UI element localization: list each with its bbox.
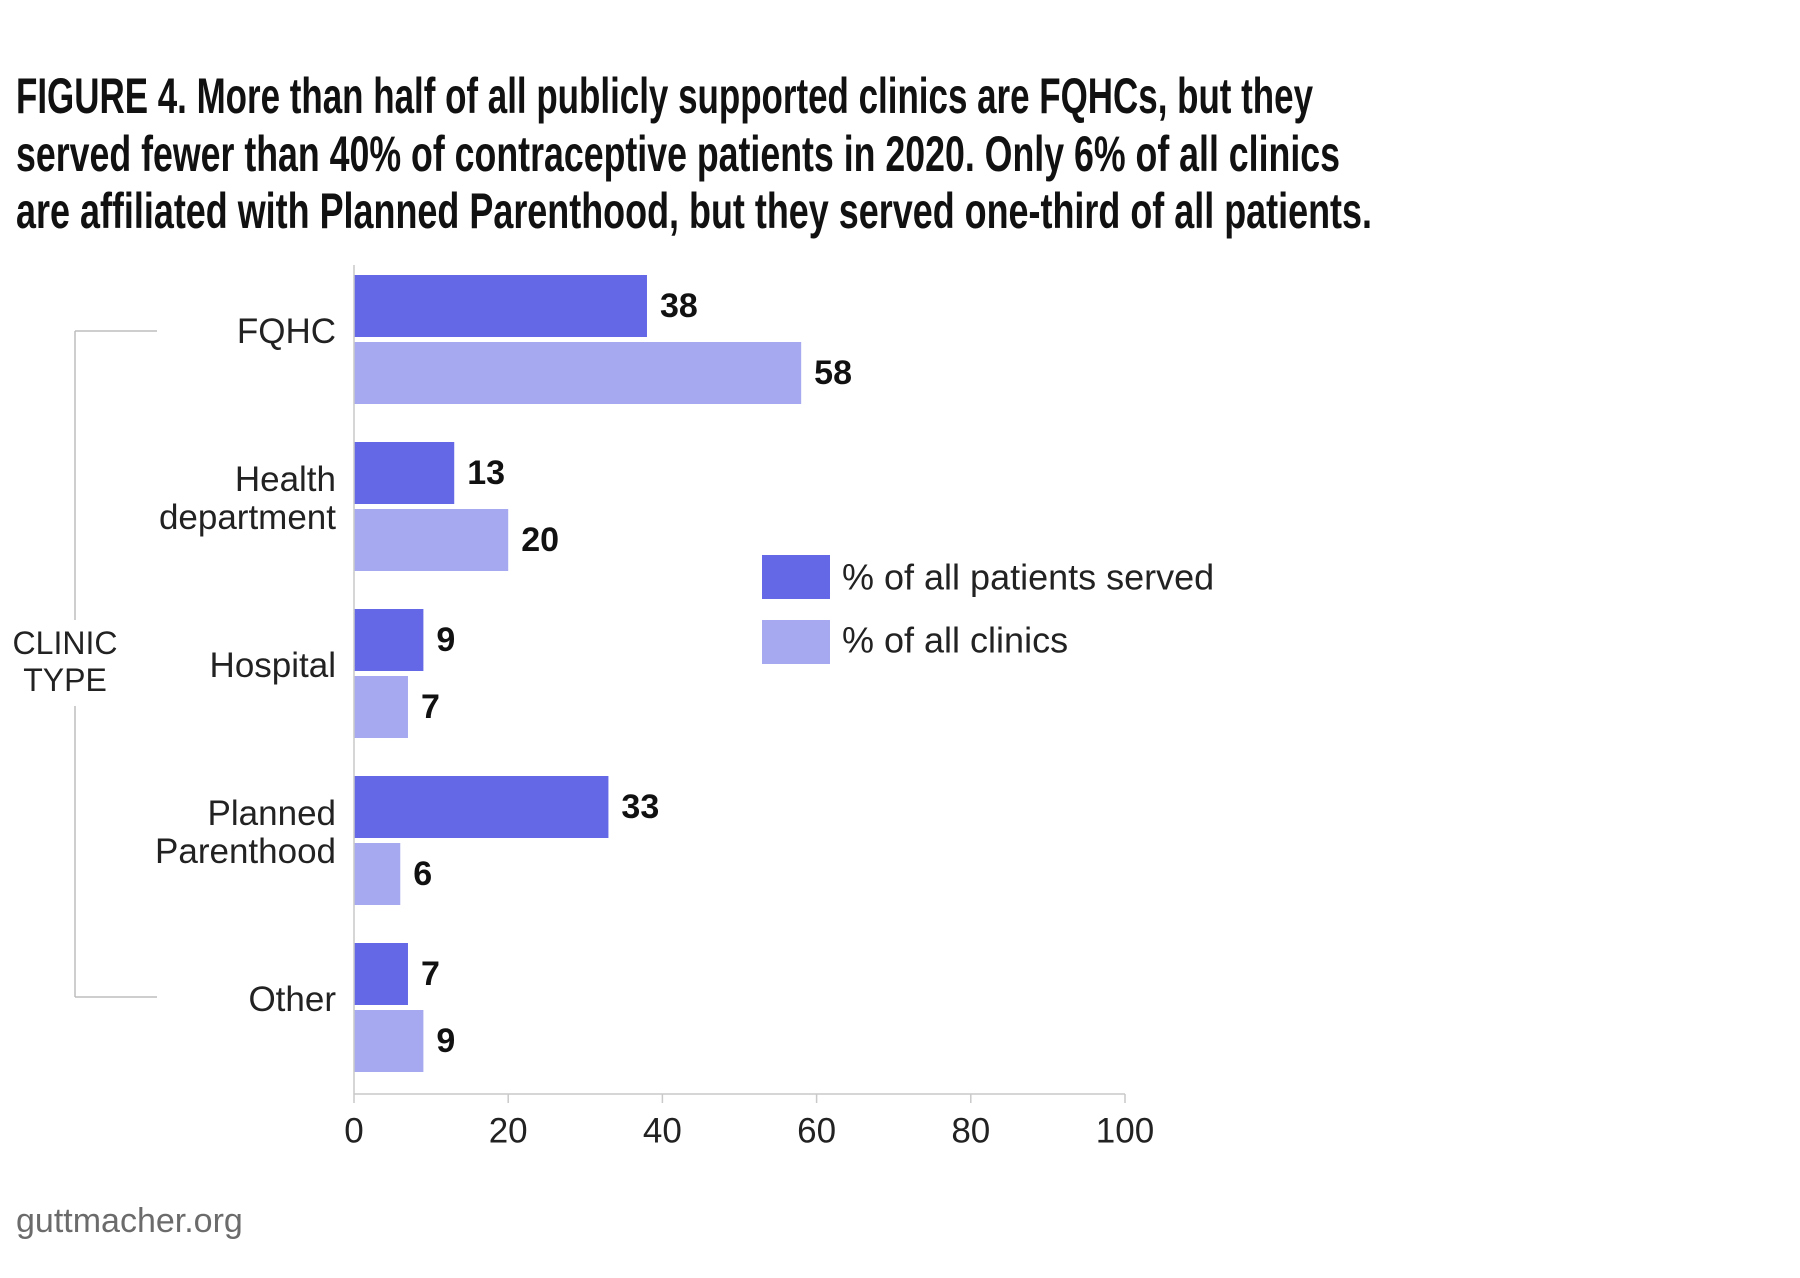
value-label-hospital-patients-served: 9 — [436, 621, 455, 659]
x-tick-label-60: 60 — [797, 1112, 836, 1151]
x-tick-label-100: 100 — [1096, 1112, 1154, 1151]
bar-planned-parenthood-clinics — [354, 843, 401, 905]
x-ticks-group: 0 20 40 60 80 100 — [344, 1094, 1154, 1151]
value-label-health-department-patients-served: 13 — [467, 454, 505, 492]
axes-group — [353, 265, 1125, 1095]
value-label-planned-parenthood-clinics: 6 — [413, 855, 432, 893]
bars-group — [354, 275, 802, 1072]
x-tick-label-0: 0 — [344, 1112, 363, 1151]
value-label-fqhc-clinics: 58 — [814, 354, 852, 392]
category-label-health-department: Health department — [158, 459, 336, 537]
bar-fqhc-patients-served — [354, 275, 647, 337]
figure-title: FIGURE 4. More than half of all publicly… — [16, 68, 1372, 239]
category-axis-label: CLINIC TYPE — [12, 625, 118, 698]
category-label-fqhc: FQHC — [236, 311, 336, 351]
source-footer: guttmacher.org — [16, 1202, 243, 1240]
value-label-other-patients-served: 7 — [421, 955, 440, 993]
category-label-planned-parenthood: Planned Parenthood — [155, 793, 336, 871]
bar-other-patients-served — [354, 943, 408, 1005]
bar-hospital-clinics — [354, 676, 408, 738]
x-tick-label-40: 40 — [643, 1112, 682, 1151]
value-label-planned-parenthood-patients-served: 33 — [621, 788, 659, 826]
bar-fqhc-clinics — [354, 342, 802, 404]
legend-swatch-clinics — [762, 620, 830, 664]
x-tick-label-20: 20 — [489, 1112, 528, 1151]
legend-label-clinics: % of all clinics — [842, 620, 1068, 661]
bar-planned-parenthood-patients-served — [354, 776, 609, 838]
value-label-health-department-clinics: 20 — [521, 521, 559, 559]
value-label-hospital-clinics: 7 — [421, 688, 440, 726]
bar-health-department-clinics — [354, 509, 509, 571]
bar-hospital-patients-served — [354, 609, 424, 671]
legend: % of all patients served % of all clinic… — [762, 555, 1214, 664]
figure-title-line-1: FIGURE 4. More than half of all publicly… — [16, 68, 1313, 124]
category-label-other: Other — [248, 979, 336, 1019]
legend-label-patients-served: % of all patients served — [842, 557, 1214, 598]
legend-swatch-patients-served — [762, 555, 830, 599]
x-tick-label-80: 80 — [951, 1112, 990, 1151]
value-label-fqhc-patients-served: 38 — [660, 287, 698, 325]
bar-other-clinics — [354, 1010, 424, 1072]
category-bracket — [74, 330, 157, 998]
bar-health-department-patients-served — [354, 442, 455, 504]
figure-title-line-3: are affiliated with Planned Parenthood, … — [16, 183, 1372, 239]
category-label-hospital: Hospital — [209, 645, 336, 685]
value-label-other-clinics: 9 — [436, 1022, 455, 1060]
figure-title-line-2: served fewer than 40% of contraceptive p… — [16, 126, 1340, 182]
value-labels-group: 38 58 13 20 9 7 33 6 7 9 — [413, 287, 852, 1060]
